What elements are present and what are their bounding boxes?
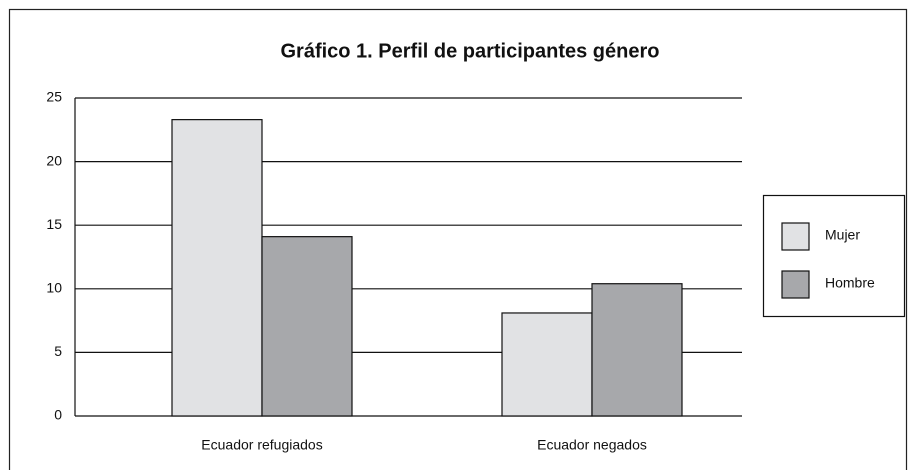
x-tick-label: Ecuador negados [537,437,647,453]
y-tick-label: 20 [46,152,62,168]
chart-title: Gráfico 1. Perfil de participantes géner… [280,40,659,62]
legend-swatch [781,222,810,251]
bar [501,312,593,417]
y-tick-label: 10 [46,280,62,296]
bar [171,119,263,417]
y-tick-label: 15 [46,216,62,232]
y-tick-label: 5 [54,343,62,359]
bar [261,236,353,417]
frame [8,8,908,470]
legend-swatch [781,270,810,299]
legend-label: Mujer [825,227,860,243]
legend-label: Hombre [825,275,875,291]
y-tick-label: 25 [46,89,62,105]
x-tick-label: Ecuador refugiados [201,437,322,453]
bar [591,283,683,417]
y-tick-label: 0 [54,407,62,423]
